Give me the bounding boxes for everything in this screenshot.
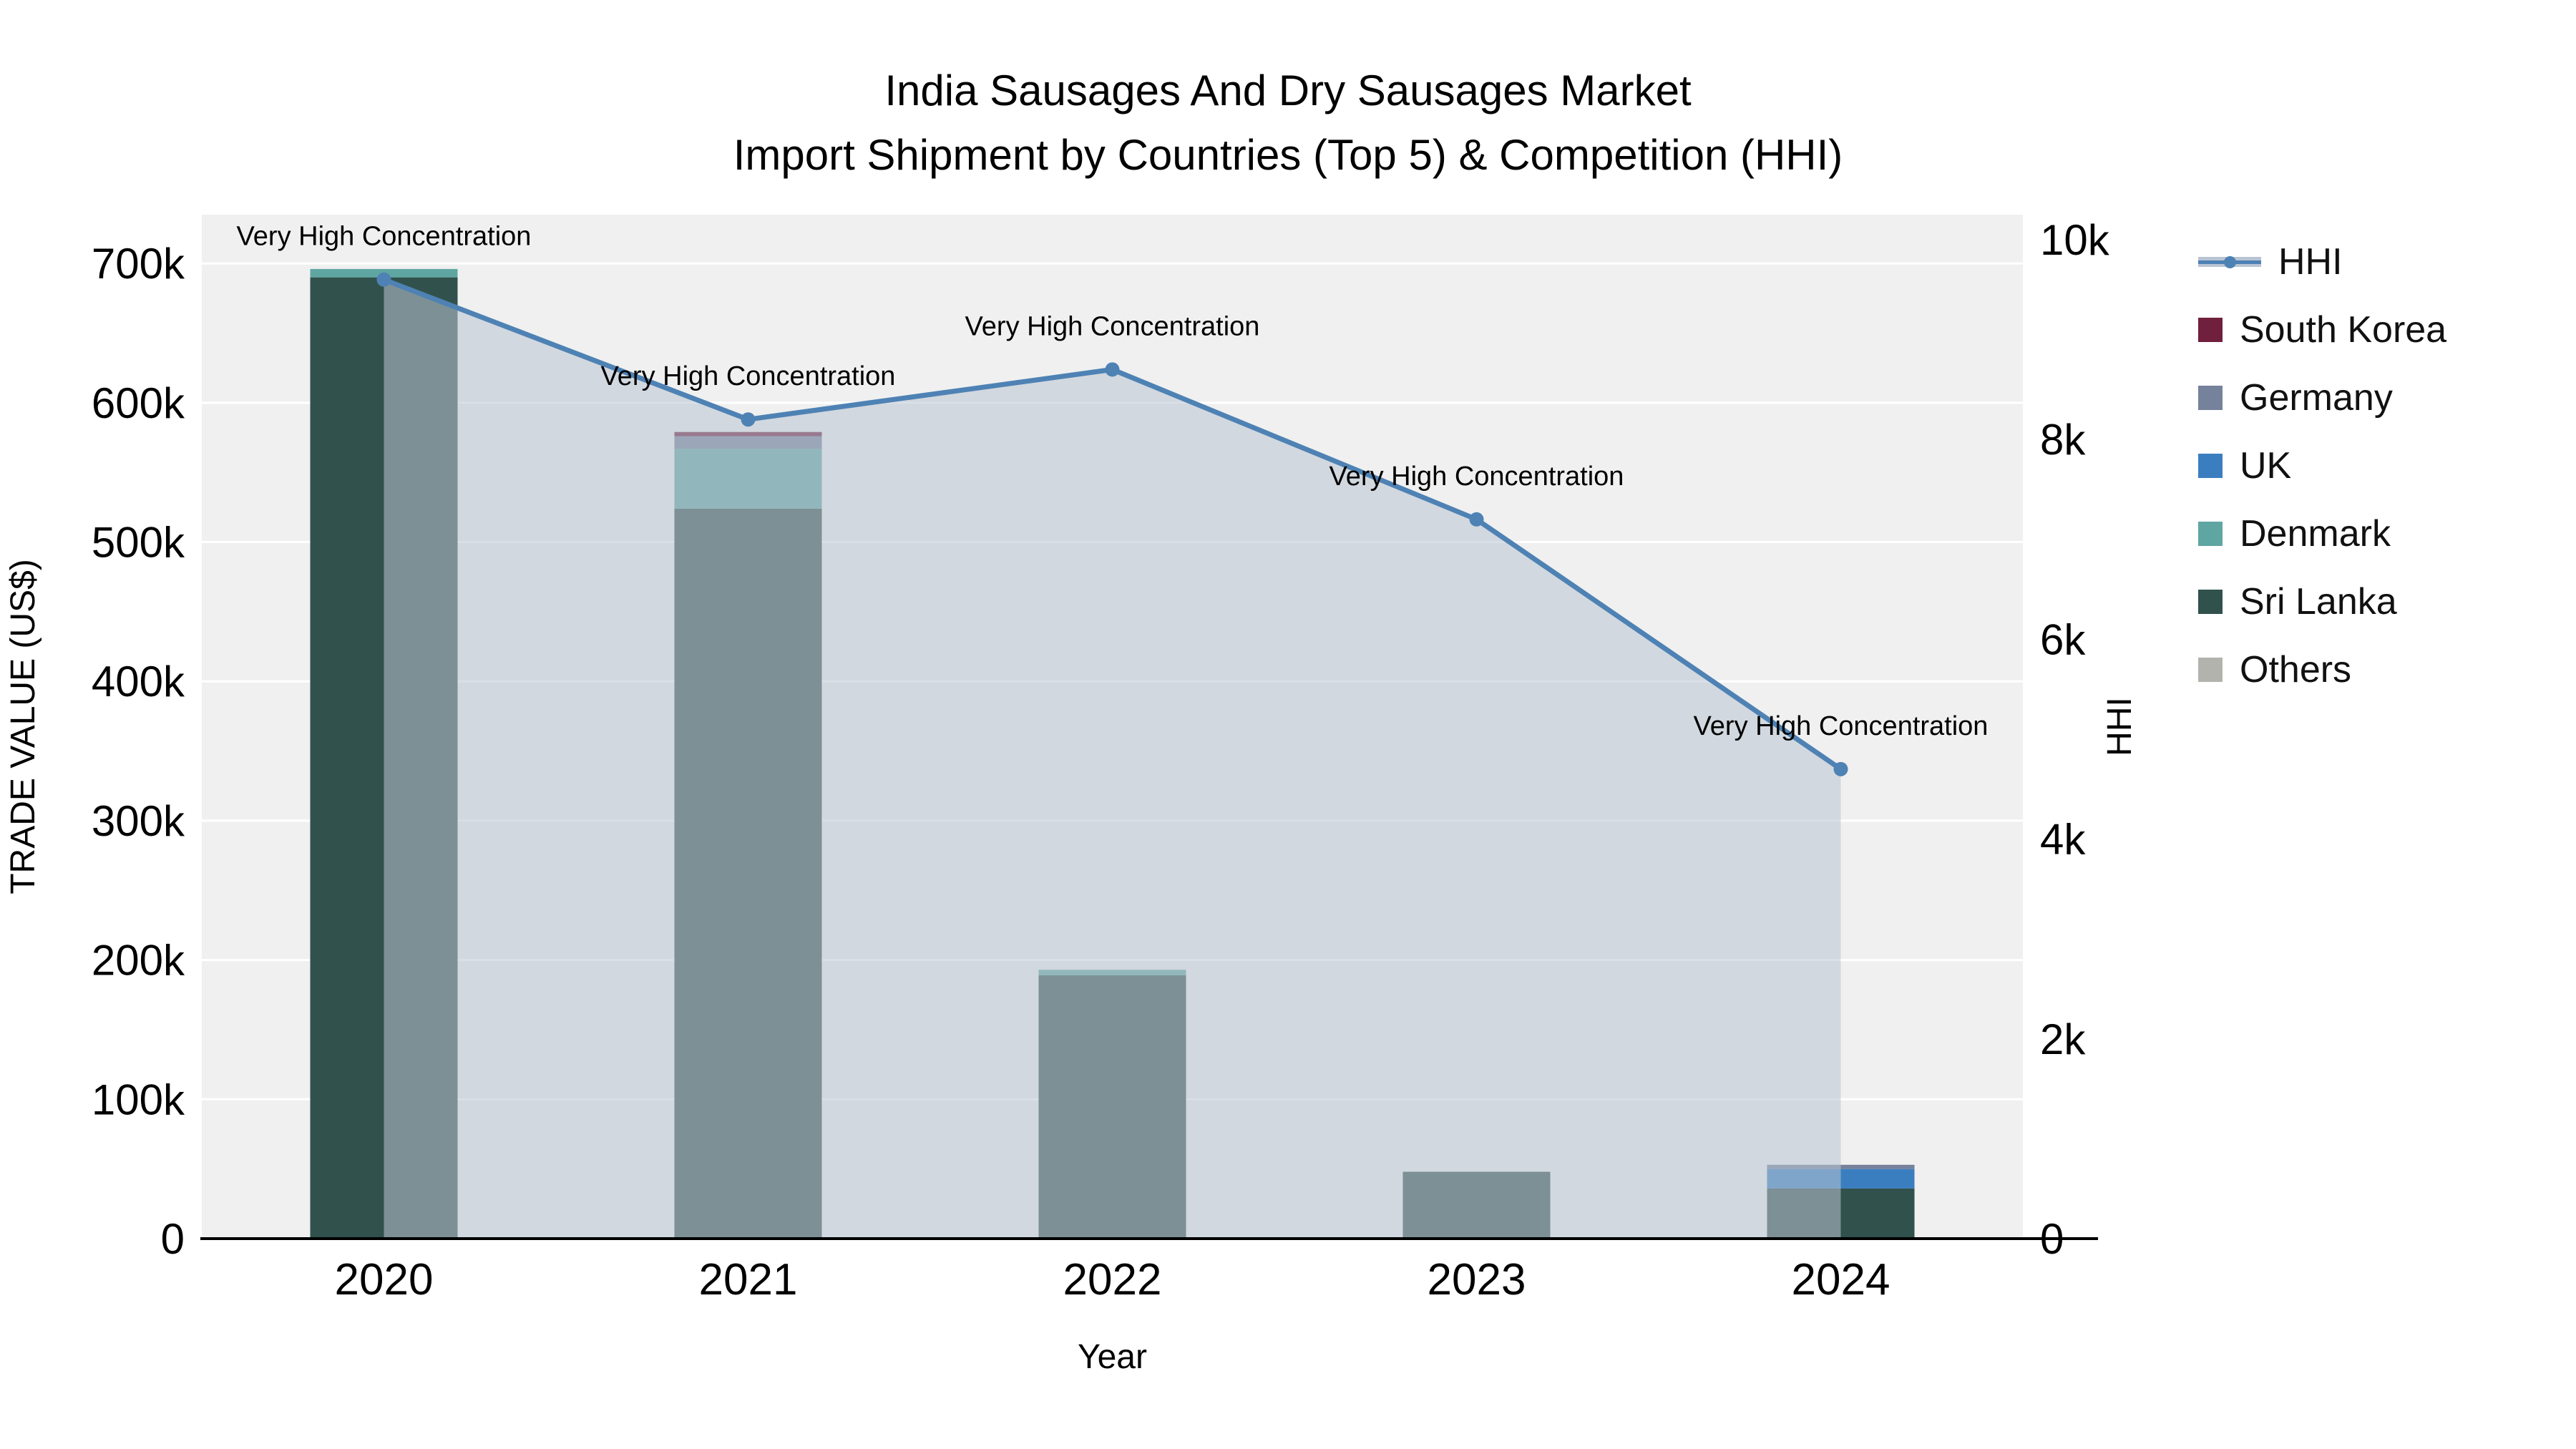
y-left-tick-100k: 100k	[92, 1075, 185, 1123]
legend-item-sri-lanka[interactable]: Sri Lanka	[2198, 567, 2446, 635]
y-right-tick-2k: 2k	[2040, 1015, 2086, 1063]
legend-item-germany[interactable]: Germany	[2198, 364, 2446, 431]
legend-line-swatch-icon	[2198, 249, 2261, 275]
legend-color-swatch-icon	[2198, 589, 2223, 614]
legend-color-swatch-icon	[2198, 453, 2223, 478]
legend-label: HHI	[2278, 240, 2343, 283]
annotation-2024: Very High Concentration	[1694, 711, 1989, 741]
chart-title-line-1: India Sausages And Dry Sausages Market	[884, 67, 1692, 114]
hhi-marker-2020	[376, 272, 391, 287]
x-axis-title: Year	[1078, 1338, 1147, 1376]
legend-label: Others	[2240, 648, 2352, 691]
hhi-marker-2024	[1833, 761, 1848, 776]
x-tick-2021: 2021	[699, 1255, 798, 1304]
legend-item-uk[interactable]: UK	[2198, 431, 2446, 499]
y-right-tick-8k: 8k	[2040, 416, 2086, 464]
y-right-tick-6k: 6k	[2040, 615, 2086, 663]
legend-color-swatch-icon	[2198, 317, 2223, 342]
legend-label: South Korea	[2240, 308, 2447, 351]
chart-title-line-2: Import Shipment by Countries (Top 5) & C…	[733, 131, 1843, 179]
x-tick-2022: 2022	[1063, 1255, 1162, 1304]
legend-item-denmark[interactable]: Denmark	[2198, 499, 2446, 567]
y-left-tick-300k: 300k	[92, 797, 185, 845]
annotation-2022: Very High Concentration	[965, 311, 1260, 341]
y-left-axis-title: TRADE VALUE (US$)	[4, 559, 42, 894]
annotation-2020: Very High Concentration	[237, 222, 532, 252]
hhi-marker-2023	[1469, 512, 1484, 527]
legend-label: Denmark	[2240, 512, 2391, 555]
legend-color-swatch-icon	[2198, 521, 2223, 546]
y-left-tick-500k: 500k	[92, 519, 185, 567]
hhi-marker-2021	[741, 412, 756, 427]
x-tick-2020: 2020	[335, 1255, 434, 1304]
y-right-axis-title: HHI	[2101, 697, 2139, 756]
legend-label: Sri Lanka	[2240, 580, 2397, 623]
y-left-tick-0: 0	[161, 1215, 185, 1263]
x-tick-2024: 2024	[1792, 1255, 1890, 1304]
annotation-2023: Very High Concentration	[1330, 462, 1624, 492]
legend-label: Germany	[2240, 376, 2393, 419]
legend-item-south-korea[interactable]: South Korea	[2198, 296, 2446, 364]
y-left-tick-400k: 400k	[92, 658, 185, 706]
annotation-2021: Very High Concentration	[601, 361, 896, 391]
x-tick-2023: 2023	[1428, 1255, 1526, 1304]
legend-item-others[interactable]: Others	[2198, 635, 2446, 703]
y-left-tick-700k: 700k	[92, 240, 185, 288]
y-right-tick-0: 0	[2040, 1215, 2064, 1263]
legend-item-hhi[interactable]: HHI	[2198, 228, 2446, 296]
y-right-tick-10k: 10k	[2040, 216, 2110, 264]
y-left-tick-600k: 600k	[92, 379, 185, 427]
legend-color-swatch-icon	[2198, 657, 2223, 682]
legend: HHI South Korea Germany UK Denmark Sri Lanka O…	[2198, 228, 2446, 703]
y-right-tick-4k: 4k	[2040, 816, 2086, 864]
legend-color-swatch-icon	[2198, 385, 2223, 410]
y-left-tick-200k: 200k	[92, 937, 185, 985]
hhi-marker-2022	[1105, 362, 1120, 377]
legend-label: UK	[2240, 444, 2292, 487]
